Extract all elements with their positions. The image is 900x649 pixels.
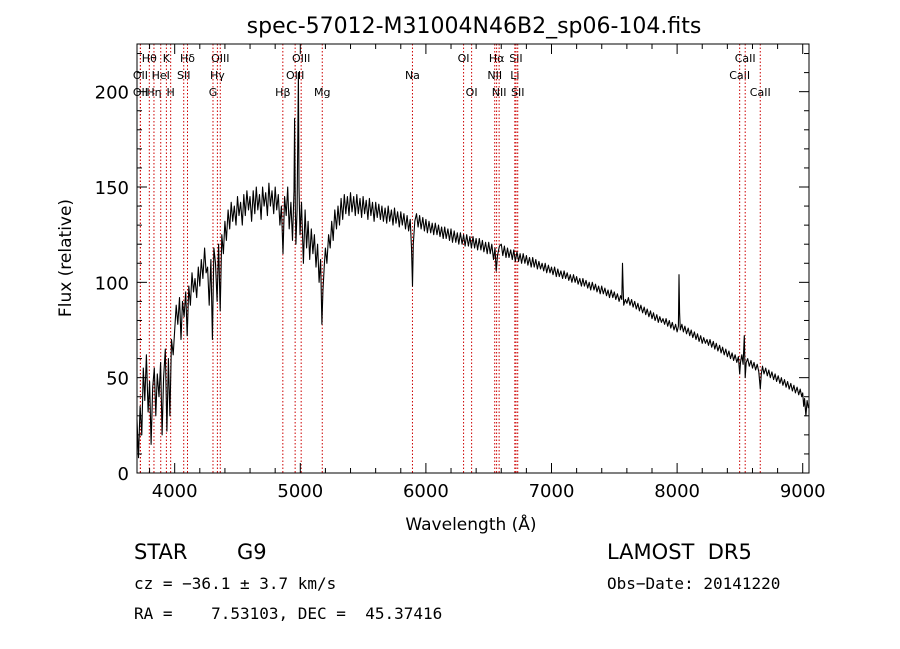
marker-label: Hβ — [275, 86, 290, 99]
redshift-velocity: cz = −36.1 ± 3.7 km/s — [134, 574, 337, 593]
marker-label: G — [209, 86, 218, 99]
observation-date: Obs−Date: 20141220 — [607, 574, 781, 593]
y-tick-label: 150 — [95, 178, 129, 199]
spectrum-layer — [136, 72, 809, 459]
marker-label: SII — [509, 52, 522, 65]
marker-label: CaII — [750, 86, 771, 99]
marker-label: HeI — [152, 69, 170, 82]
marker-label: Mg — [314, 86, 330, 99]
chart-title: spec-57012-M31004N46B2_sp06-104.fits — [247, 14, 702, 39]
y-tick-label: 100 — [95, 273, 129, 294]
y-axis-label: Flux (relative) — [56, 199, 76, 317]
marker-label: NII — [487, 69, 502, 82]
marker-label: Na — [405, 69, 420, 82]
spectral-subclass: G9 — [237, 540, 267, 564]
y-tick-label: 50 — [106, 369, 129, 390]
marker-label: OIII — [211, 52, 229, 65]
x-tick-label: 8000 — [654, 481, 700, 502]
x-tick-label: 7000 — [529, 481, 575, 502]
x-axis: 4000 5000 6000 7000 8000 9000 — [149, 44, 826, 502]
marker-label: OIII — [292, 52, 310, 65]
marker-label: SII — [177, 69, 190, 82]
x-axis-label: Wavelength (Å) — [405, 513, 536, 535]
marker-label: Li — [510, 69, 519, 82]
marker-label: OI — [458, 52, 470, 65]
y-tick-label: 0 — [118, 464, 129, 485]
marker-label: Hη — [146, 86, 161, 99]
marker-label: NII — [492, 86, 507, 99]
x-tick-label: 9000 — [780, 481, 826, 502]
spectrum-line — [136, 72, 809, 459]
x-tick-label: 4000 — [152, 481, 198, 502]
marker-label: OI — [466, 86, 478, 99]
sky-coordinates: RA = 7.53103, DEC = 45.37416 — [134, 604, 443, 623]
marker-label: Hθ — [142, 52, 157, 65]
plot-frame — [136, 43, 810, 474]
marker-label: OIII — [286, 69, 304, 82]
marker-label: Hα — [489, 52, 505, 65]
y-tick-label: 200 — [95, 83, 129, 104]
y-axis: 0 50 100 150 200 — [95, 53, 809, 485]
marker-label: CaII — [735, 52, 756, 65]
x-tick-label: 6000 — [403, 481, 449, 502]
x-tick-label: 5000 — [277, 481, 323, 502]
marker-label: Hγ — [210, 69, 225, 82]
marker-label: SII — [511, 86, 524, 99]
marker-label: H — [167, 86, 175, 99]
survey-name: LAMOST DR5 — [607, 540, 752, 564]
marker-label: K — [163, 52, 171, 65]
marker-label: Hδ — [180, 52, 195, 65]
object-type: STAR — [134, 540, 188, 564]
marker-label: CaII — [729, 69, 750, 82]
